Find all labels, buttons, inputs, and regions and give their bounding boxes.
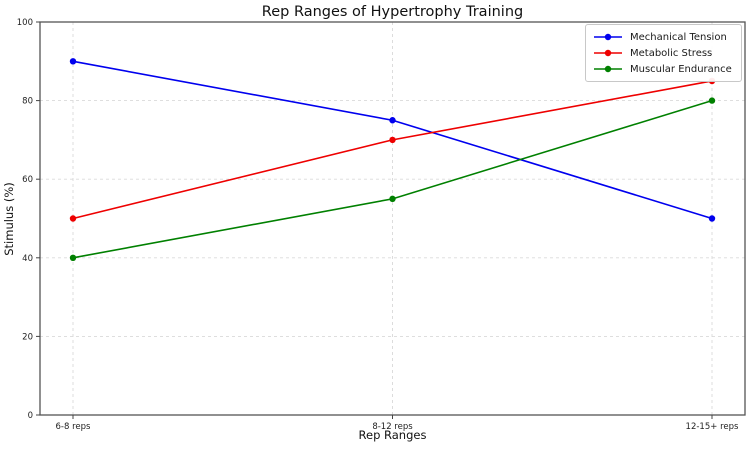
- legend-item-mechanical-tension: Mechanical Tension: [592, 29, 735, 45]
- y-tick-label: 0: [28, 411, 33, 421]
- legend-label: Muscular Endurance: [630, 63, 732, 75]
- legend-swatch-icon: [594, 49, 622, 57]
- y-tick-label: 80: [22, 97, 33, 107]
- data-point-metabolic-stress: [69, 215, 77, 222]
- x-tick-label: 8-12 reps: [372, 422, 413, 432]
- data-point-metabolic-stress: [389, 136, 396, 144]
- legend-swatch-icon: [594, 33, 622, 41]
- data-point-mechanical-tension: [708, 215, 716, 222]
- y-axis-label: Stimulus (%): [2, 182, 16, 256]
- y-tick-label: 60: [22, 175, 33, 185]
- x-tick-label: 6-8 reps: [56, 422, 92, 432]
- data-point-mechanical-tension: [69, 58, 77, 65]
- y-tick-label: 100: [17, 18, 33, 28]
- data-point-mechanical-tension: [389, 117, 396, 124]
- data-point-muscular-endurance: [69, 254, 77, 261]
- legend-label: Mechanical Tension: [630, 31, 727, 43]
- data-point-muscular-endurance: [708, 97, 716, 104]
- legend-swatch-icon: [594, 65, 622, 73]
- legend: Mechanical Tension Metabolic Stress Muscul…: [585, 24, 742, 82]
- y-tick-label: 20: [22, 332, 33, 342]
- legend-item-muscular-endurance: Muscular Endurance: [592, 61, 735, 77]
- x-tick-label: 12-15+ reps: [686, 422, 739, 432]
- x-axis-label: Rep Ranges: [358, 428, 427, 442]
- legend-item-metabolic-stress: Metabolic Stress: [592, 45, 735, 61]
- data-point-muscular-endurance: [389, 195, 396, 203]
- y-tick-label: 40: [22, 254, 33, 264]
- legend-label: Metabolic Stress: [630, 47, 713, 59]
- chart-title: Rep Ranges of Hypertrophy Training: [261, 4, 524, 20]
